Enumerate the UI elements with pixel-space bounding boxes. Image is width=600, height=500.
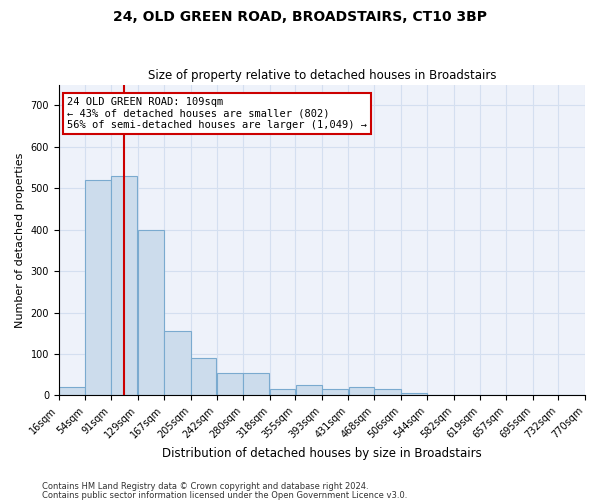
Bar bbox=[85, 180, 111, 396]
Text: 24, OLD GREEN ROAD, BROADSTAIRS, CT10 3BP: 24, OLD GREEN ROAD, BROADSTAIRS, CT10 3B… bbox=[113, 10, 487, 24]
Bar bbox=[270, 389, 295, 396]
Bar bbox=[138, 230, 164, 396]
Bar bbox=[374, 389, 401, 396]
Bar bbox=[191, 358, 217, 396]
Y-axis label: Number of detached properties: Number of detached properties bbox=[15, 152, 25, 328]
Bar bbox=[296, 385, 322, 396]
Bar bbox=[322, 389, 348, 396]
Bar bbox=[111, 176, 137, 396]
X-axis label: Distribution of detached houses by size in Broadstairs: Distribution of detached houses by size … bbox=[162, 447, 482, 460]
Title: Size of property relative to detached houses in Broadstairs: Size of property relative to detached ho… bbox=[148, 69, 496, 82]
Bar bbox=[401, 394, 427, 396]
Bar bbox=[59, 387, 85, 396]
Bar bbox=[164, 331, 191, 396]
Bar bbox=[217, 372, 243, 396]
Text: Contains HM Land Registry data © Crown copyright and database right 2024.: Contains HM Land Registry data © Crown c… bbox=[42, 482, 368, 491]
Text: 24 OLD GREEN ROAD: 109sqm
← 43% of detached houses are smaller (802)
56% of semi: 24 OLD GREEN ROAD: 109sqm ← 43% of detac… bbox=[67, 97, 367, 130]
Bar bbox=[349, 387, 374, 396]
Text: Contains public sector information licensed under the Open Government Licence v3: Contains public sector information licen… bbox=[42, 490, 407, 500]
Bar bbox=[243, 372, 269, 396]
